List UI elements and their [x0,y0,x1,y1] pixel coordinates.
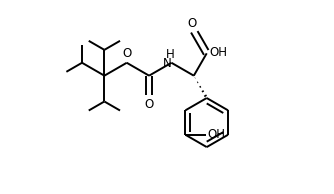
Text: O: O [122,47,131,60]
Text: OH: OH [207,128,225,141]
Text: H: H [166,48,175,61]
Text: O: O [145,98,154,111]
Text: O: O [187,17,196,30]
Text: N: N [163,57,171,70]
Text: OH: OH [210,46,228,59]
